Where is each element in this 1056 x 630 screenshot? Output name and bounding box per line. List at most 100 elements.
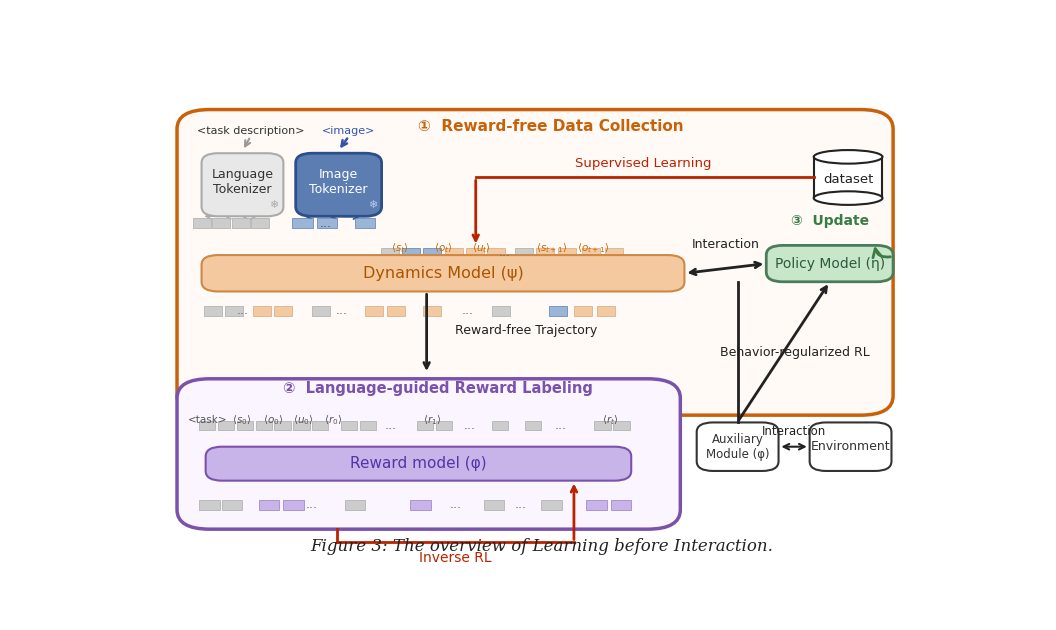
Text: Supervised Learning: Supervised Learning (576, 158, 712, 170)
Ellipse shape (814, 150, 883, 164)
Text: $\langle r_1\rangle$: $\langle r_1\rangle$ (423, 413, 441, 427)
Bar (423, 248, 441, 258)
Bar (317, 218, 338, 229)
Text: $\langle u_t\rangle$: $\langle u_t\rangle$ (472, 241, 491, 255)
Bar (218, 421, 234, 430)
Text: ...: ... (237, 304, 248, 318)
Bar (605, 248, 623, 258)
Bar (549, 306, 567, 316)
Bar (232, 218, 250, 229)
Bar (313, 421, 328, 430)
Bar (212, 218, 230, 229)
Text: $\langle o_{t+1}\rangle$: $\langle o_{t+1}\rangle$ (577, 241, 609, 255)
Bar (484, 500, 505, 510)
Bar (200, 421, 215, 430)
FancyBboxPatch shape (810, 423, 891, 471)
Bar (359, 421, 376, 430)
Bar (365, 306, 383, 316)
Text: Environment: Environment (811, 440, 890, 453)
Text: ...: ... (514, 498, 527, 512)
Bar (192, 218, 210, 229)
Bar (313, 306, 331, 316)
FancyBboxPatch shape (296, 153, 381, 216)
Bar (256, 421, 272, 430)
Bar (417, 421, 433, 430)
Bar (225, 306, 243, 316)
Text: Image
Tokenizer: Image Tokenizer (309, 168, 367, 197)
FancyBboxPatch shape (177, 110, 893, 415)
Text: Inverse RL: Inverse RL (419, 551, 492, 565)
Text: Dynamics Model (ψ): Dynamics Model (ψ) (362, 266, 524, 281)
Bar (344, 500, 365, 510)
FancyBboxPatch shape (697, 423, 778, 471)
Bar (275, 306, 293, 316)
Bar (275, 421, 290, 430)
Bar (445, 248, 463, 258)
FancyBboxPatch shape (206, 447, 631, 481)
Bar (487, 248, 505, 258)
Text: Behavior-regularized RL: Behavior-regularized RL (720, 346, 870, 358)
FancyBboxPatch shape (177, 379, 680, 529)
Bar (542, 500, 562, 510)
Bar (386, 306, 404, 316)
Bar (381, 248, 399, 258)
Bar (614, 421, 629, 430)
Text: ...: ... (306, 498, 318, 512)
Bar (574, 306, 592, 316)
FancyArrowPatch shape (873, 249, 890, 258)
Text: ...: ... (498, 246, 510, 259)
Bar (515, 248, 533, 258)
Text: ②  Language-guided Reward Labeling: ② Language-guided Reward Labeling (283, 381, 593, 396)
Text: <task description>: <task description> (196, 126, 304, 136)
Bar (200, 500, 220, 510)
Bar (402, 248, 420, 258)
Bar (492, 421, 509, 430)
Bar (259, 500, 279, 510)
Bar (253, 306, 271, 316)
Bar (597, 306, 615, 316)
FancyBboxPatch shape (767, 246, 893, 282)
Bar (355, 218, 375, 229)
Bar (293, 218, 313, 229)
Bar (466, 248, 484, 258)
Bar (294, 421, 309, 430)
Text: <task>: <task> (188, 415, 227, 425)
Text: ...: ... (384, 419, 397, 432)
Text: ...: ... (461, 304, 473, 318)
Text: $\langle r_0\rangle$: $\langle r_0\rangle$ (324, 413, 342, 427)
Bar (586, 500, 606, 510)
Bar (237, 421, 253, 430)
Text: ③  Update: ③ Update (791, 214, 869, 229)
Text: Figure 3: The overview of Learning before Interaction.: Figure 3: The overview of Learning befor… (309, 538, 773, 555)
Bar (222, 500, 243, 510)
Text: Auxiliary
Module (φ): Auxiliary Module (φ) (705, 433, 770, 461)
Bar (814, 157, 883, 198)
Text: Policy Model (η): Policy Model (η) (775, 256, 885, 270)
Bar (283, 500, 304, 510)
Text: ...: ... (554, 419, 567, 432)
Text: $\langle o_0\rangle$: $\langle o_0\rangle$ (263, 413, 283, 427)
Text: ❄: ❄ (269, 200, 279, 210)
Text: ①  Reward-free Data Collection: ① Reward-free Data Collection (418, 119, 684, 134)
Text: Reward model (φ): Reward model (φ) (351, 456, 487, 471)
Bar (536, 248, 554, 258)
Bar (492, 306, 510, 316)
Text: $\langle r_t\rangle$: $\langle r_t\rangle$ (603, 413, 619, 427)
Text: ...: ... (320, 217, 332, 229)
Text: $\langle s_0\rangle$: $\langle s_0\rangle$ (232, 413, 251, 427)
FancyBboxPatch shape (202, 153, 283, 216)
Text: ...: ... (464, 419, 475, 432)
Bar (422, 306, 440, 316)
Bar (410, 500, 431, 510)
Text: Reward-free Trajectory: Reward-free Trajectory (455, 324, 598, 337)
Text: <image>: <image> (322, 126, 376, 136)
Text: Interaction: Interaction (692, 238, 759, 251)
Text: $\langle s_{t+1}\rangle$: $\langle s_{t+1}\rangle$ (536, 241, 567, 255)
Text: Language
Tokenizer: Language Tokenizer (211, 168, 274, 197)
FancyBboxPatch shape (202, 255, 684, 292)
Text: dataset: dataset (823, 173, 873, 186)
Text: ...: ... (449, 498, 461, 512)
Text: $\langle o_t\rangle$: $\langle o_t\rangle$ (434, 241, 453, 255)
Bar (595, 421, 610, 430)
Bar (610, 500, 631, 510)
